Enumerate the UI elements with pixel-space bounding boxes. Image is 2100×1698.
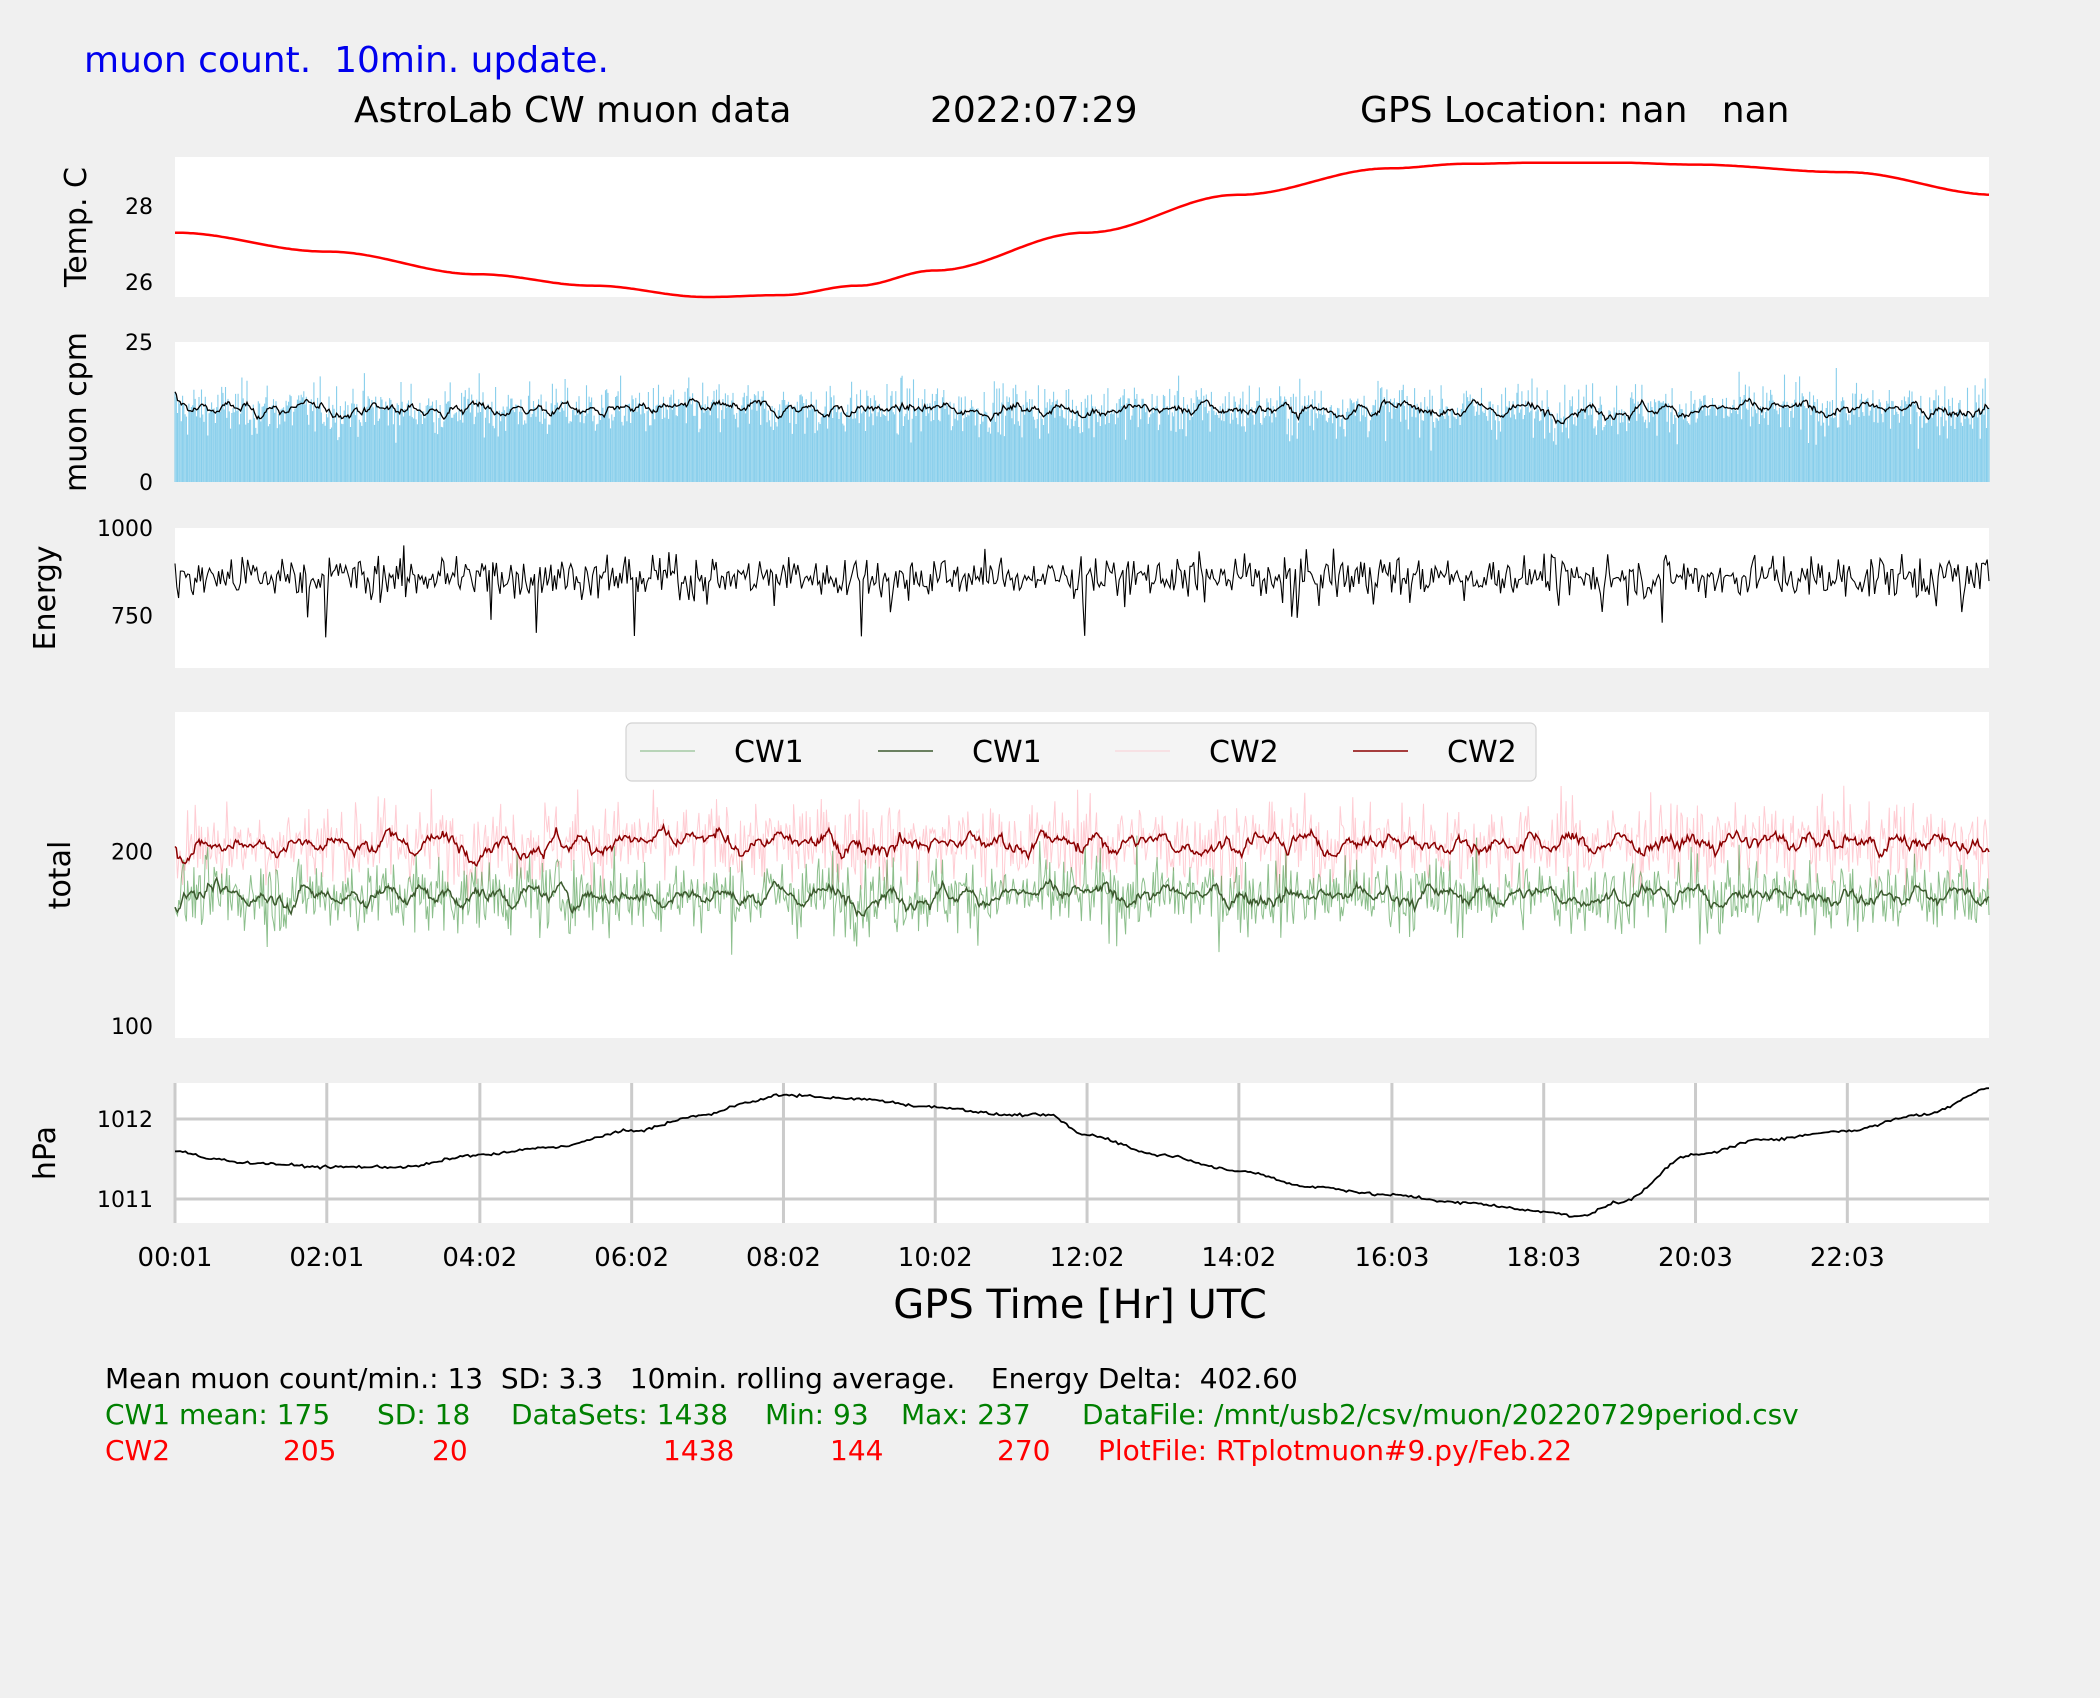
- y-tick-label: 1011: [97, 1188, 153, 1213]
- x-tick-label: 06:02: [594, 1243, 669, 1273]
- y-axis-label: total: [43, 841, 78, 910]
- cw1-datasets: DataSets: 1438: [511, 1398, 729, 1431]
- cw2-mean: 205: [283, 1434, 337, 1467]
- footer-cw1-line: CW1 mean: 175 SD: 18 DataSets: 1438 Min:…: [105, 1398, 2005, 1434]
- energy-line: [174, 545, 1990, 638]
- cw2-label: CW2: [105, 1434, 171, 1467]
- cw2-max: 270: [997, 1434, 1051, 1467]
- legend-label: CW2: [1209, 735, 1279, 770]
- cw1-sd: SD: 18: [377, 1398, 471, 1431]
- muon-rolling-average-line: [174, 391, 1990, 425]
- legend: CW1 CW1 CW2 CW2: [625, 722, 1537, 782]
- plot-area: [175, 528, 1989, 668]
- x-tick-label: 20:03: [1658, 1243, 1733, 1273]
- x-axis-label: GPS Time [Hr] UTC: [893, 1282, 1267, 1328]
- y-axis-label: Energy: [28, 545, 63, 650]
- y-tick-label: 100: [111, 1015, 153, 1040]
- footer-cw2-line: CW2 205 20 1438 144 270 PlotFile: RTplot…: [105, 1434, 2005, 1470]
- legend-label: CW2: [1447, 735, 1517, 770]
- cw1-max: Max: 237: [901, 1398, 1031, 1431]
- datafile-path: DataFile: /mnt/usb2/csv/muon/20220729per…: [1082, 1398, 1799, 1431]
- update-note: muon count. 10min. update.: [84, 40, 609, 81]
- cw2-min: 144: [830, 1434, 884, 1467]
- y-axis-label: Temp. C: [59, 167, 94, 288]
- temperature-line: [175, 161, 1990, 299]
- x-axis: 00:01 02:01 04:02 06:02 08:02 10:02 12:02 14:02…: [138, 1243, 1885, 1328]
- cw1-raw-line: [174, 835, 1990, 955]
- y-axis-label: hPa: [28, 1126, 63, 1180]
- x-tick-label: 02:01: [289, 1243, 364, 1273]
- x-tick-label: 12:02: [1050, 1243, 1125, 1273]
- y-tick-label: 25: [125, 331, 153, 356]
- chart-title: AstroLab CW muon data: [354, 90, 792, 131]
- cw1-min: Min: 93: [765, 1398, 869, 1431]
- x-tick-label: 00:01: [138, 1243, 213, 1273]
- y-axis-label: muon cpm: [59, 332, 94, 492]
- cw2-datasets: 1438: [663, 1434, 735, 1467]
- legend-label: CW1: [734, 735, 804, 770]
- y-tick-label: 200: [111, 840, 153, 865]
- y-tick-label: 1000: [97, 517, 153, 542]
- panel-total: 100 200 total CW1 CW1 CW2 CW2: [43, 712, 1990, 1040]
- figure: 26 28 Temp. C 0 25 muon cpm 750 1000 Energy 100 20…: [28, 157, 1990, 1328]
- y-tick-label: 1012: [97, 1108, 153, 1133]
- x-tick-label: 04:02: [442, 1243, 517, 1273]
- y-tick-label: 0: [139, 471, 153, 496]
- pressure-line: [174, 1087, 1990, 1218]
- cw2-sd: 20: [432, 1434, 468, 1467]
- x-tick-label: 22:03: [1810, 1243, 1885, 1273]
- y-tick-label: 28: [125, 195, 153, 220]
- x-tick-label: 14:02: [1201, 1243, 1276, 1273]
- x-tick-label: 18:03: [1506, 1243, 1581, 1273]
- cw1-mean: CW1 mean: 175: [105, 1398, 331, 1431]
- panel-pressure: 1011 1012 hPa: [28, 1083, 1990, 1223]
- x-tick-label: 08:02: [746, 1243, 821, 1273]
- gps-location: GPS Location: nan nan: [1360, 90, 1790, 131]
- y-tick-label: 750: [111, 605, 153, 630]
- legend-box: [625, 722, 1537, 782]
- plot-area: [175, 157, 1989, 297]
- cw2-average-line: [174, 822, 1990, 867]
- panel-energy: 750 1000 Energy: [28, 517, 1990, 668]
- muon-count-bars: [174, 368, 1990, 482]
- x-tick-label: 16:03: [1354, 1243, 1429, 1273]
- chart-date: 2022:07:29: [930, 90, 1138, 131]
- cw2-raw-line: [174, 785, 1990, 900]
- legend-label: CW1: [972, 735, 1042, 770]
- footer-stats-line: Mean muon count/min.: 13 SD: 3.3 10min. …: [105, 1362, 1298, 1395]
- y-tick-label: 26: [125, 271, 153, 296]
- plotfile-name: PlotFile: RTplotmuon#9.py/Feb.22: [1098, 1434, 1573, 1467]
- panel-temperature: 26 28 Temp. C: [59, 157, 1990, 299]
- cw1-average-line: [174, 876, 1990, 918]
- plot-area: [175, 342, 1989, 482]
- panel-muon-cpm: 0 25 muon cpm: [59, 331, 1990, 496]
- x-tick-label: 10:02: [898, 1243, 973, 1273]
